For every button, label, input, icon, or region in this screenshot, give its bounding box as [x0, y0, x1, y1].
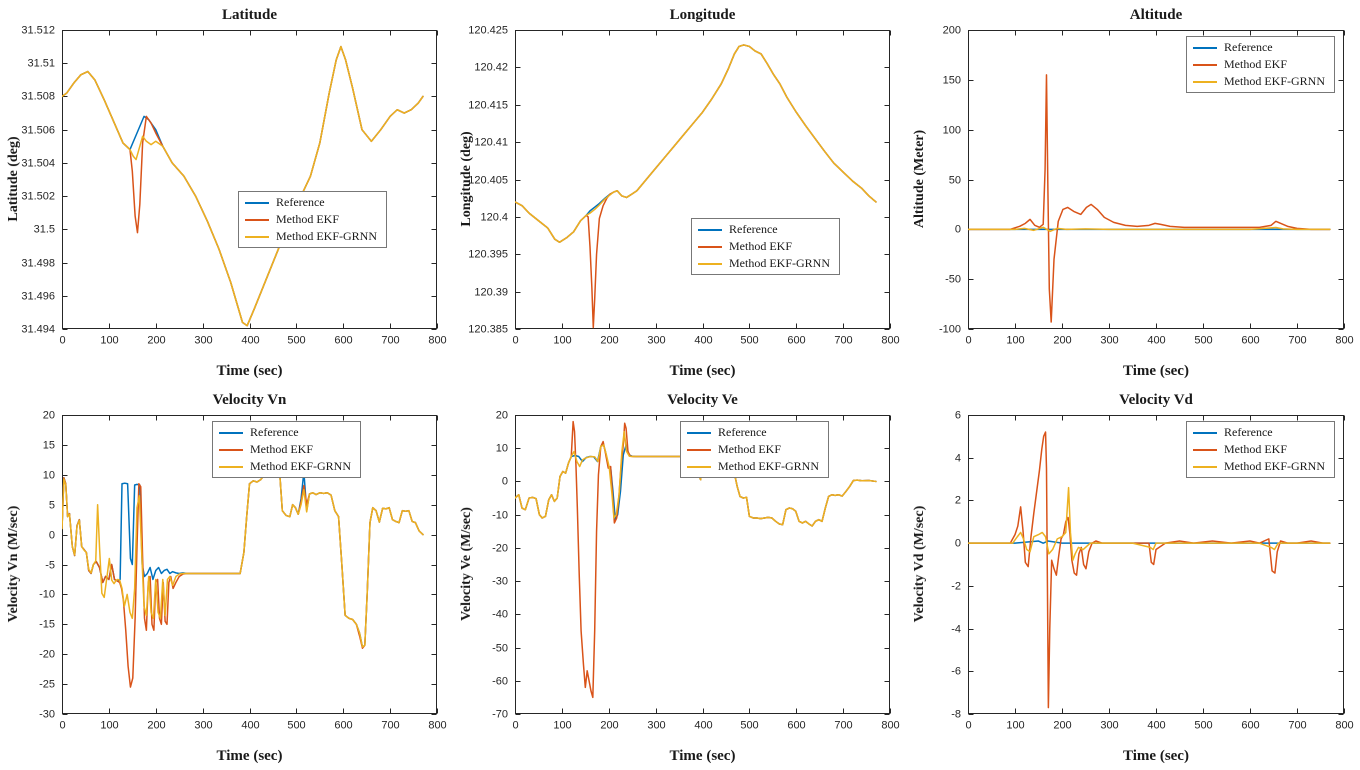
legend-label: Reference — [1224, 40, 1273, 54]
legend-line-sample-icon — [219, 448, 243, 451]
chart-title: Velocity Vd — [1119, 392, 1193, 408]
y-axis-label: Latitude (deg) — [6, 136, 21, 222]
legend-label: Method EKF — [718, 442, 781, 456]
legend: Reference Method EKF Method EKF-GRNN — [238, 191, 387, 248]
legend-item: Reference — [245, 194, 377, 211]
x-axis-label: Time (sec) — [669, 748, 736, 764]
legend-item: Method EKF — [219, 441, 351, 458]
legend-item: Method EKF — [1193, 56, 1325, 73]
y-axis-label: Longitude (deg) — [459, 131, 474, 227]
y-axis-label: Velocity Ve (M/sec) — [459, 507, 474, 621]
legend-line-sample-icon — [687, 448, 711, 451]
chart-title: Velocity Ve — [667, 392, 738, 408]
legend-label: Method EKF — [276, 212, 339, 226]
legend-item: Method EKF — [698, 238, 830, 255]
legend-label: Method EKF — [1224, 57, 1287, 71]
chart-title: Longitude — [669, 7, 736, 23]
legend-item: Method EKF-GRNN — [245, 228, 377, 245]
legend-label: Method EKF — [250, 442, 313, 456]
chart-title: Latitude — [221, 7, 277, 23]
legend-line-sample-icon — [219, 465, 243, 468]
legend-label: Method EKF — [729, 239, 792, 253]
velocity-ve-plot-canvas — [453, 385, 906, 770]
x-axis-label: Time (sec) — [1123, 363, 1189, 379]
x-axis-label: Time (sec) — [216, 363, 283, 379]
chart-title: Altitude — [1129, 7, 1183, 23]
legend-label: Method EKF — [1224, 442, 1287, 456]
legend-line-sample-icon — [687, 465, 711, 468]
legend-label: Reference — [718, 425, 767, 439]
x-axis-label: Time (sec) — [1123, 748, 1189, 764]
legend-item: Reference — [219, 424, 351, 441]
legend-line-sample-icon — [245, 235, 269, 238]
legend-item: Method EKF — [245, 211, 377, 228]
legend-label: Method EKF-GRNN — [1224, 74, 1325, 88]
legend-item: Method EKF — [1193, 441, 1325, 458]
legend-label: Method EKF-GRNN — [718, 459, 819, 473]
legend-item: Method EKF-GRNN — [687, 458, 819, 475]
legend: Reference Method EKF Method EKF-GRNN — [212, 421, 361, 478]
figure-velocity-ve: Velocity Ve Velocity Ve (M/sec) Time (se… — [453, 385, 906, 770]
figure-velocity-vd: Velocity Vd Velocity Vd (M/sec) Time (se… — [906, 385, 1360, 770]
legend-line-sample-icon — [698, 245, 722, 248]
y-axis-label: Velocity Vn (M/sec) — [6, 505, 21, 623]
longitude-plot-canvas — [453, 0, 906, 385]
legend-line-sample-icon — [1193, 465, 1217, 468]
legend-line-sample-icon — [1193, 46, 1217, 49]
legend-item: Method EKF — [687, 441, 819, 458]
legend-label: Method EKF-GRNN — [1224, 459, 1325, 473]
legend-label: Reference — [250, 425, 299, 439]
figure-altitude: Altitude Altitude (Meter) Time (sec) Ref… — [906, 0, 1360, 385]
legend-item: Reference — [1193, 424, 1325, 441]
legend-label: Method EKF-GRNN — [729, 256, 830, 270]
legend-line-sample-icon — [245, 201, 269, 204]
legend-line-sample-icon — [1193, 80, 1217, 83]
legend-item: Method EKF-GRNN — [698, 255, 830, 272]
legend-label: Reference — [1224, 425, 1273, 439]
y-axis-label: Velocity Vd (M/sec) — [912, 505, 927, 623]
legend-label: Reference — [276, 195, 325, 209]
legend-line-sample-icon — [1193, 63, 1217, 66]
legend-item: Reference — [1193, 39, 1325, 56]
legend-line-sample-icon — [687, 431, 711, 434]
chart-title: Velocity Vn — [212, 392, 287, 408]
legend-line-sample-icon — [245, 218, 269, 221]
legend-item: Reference — [687, 424, 819, 441]
legend-item: Method EKF-GRNN — [1193, 458, 1325, 475]
legend-item: Reference — [698, 221, 830, 238]
legend: Reference Method EKF Method EKF-GRNN — [1186, 36, 1335, 93]
legend-item: Method EKF-GRNN — [1193, 73, 1325, 90]
legend-label: Method EKF-GRNN — [250, 459, 351, 473]
legend-line-sample-icon — [698, 262, 722, 265]
legend-label: Reference — [729, 222, 778, 236]
legend-line-sample-icon — [1193, 448, 1217, 451]
legend-line-sample-icon — [219, 431, 243, 434]
figure-longitude: Longitude Longitude (deg) Time (sec) Ref… — [453, 0, 906, 385]
legend-line-sample-icon — [1193, 431, 1217, 434]
x-axis-label: Time (sec) — [216, 748, 283, 764]
x-axis-label: Time (sec) — [669, 363, 736, 379]
y-axis-label: Altitude (Meter) — [912, 129, 927, 229]
figure-velocity-vn: Velocity Vn Velocity Vn (M/sec) Time (se… — [0, 385, 453, 770]
figure-latitude: Latitude Latitude (deg) Time (sec) Refer… — [0, 0, 453, 385]
legend-label: Method EKF-GRNN — [276, 229, 377, 243]
legend-line-sample-icon — [698, 228, 722, 231]
legend-item: Method EKF-GRNN — [219, 458, 351, 475]
legend: Reference Method EKF Method EKF-GRNN — [691, 218, 840, 275]
legend: Reference Method EKF Method EKF-GRNN — [680, 421, 829, 478]
legend: Reference Method EKF Method EKF-GRNN — [1186, 421, 1335, 478]
